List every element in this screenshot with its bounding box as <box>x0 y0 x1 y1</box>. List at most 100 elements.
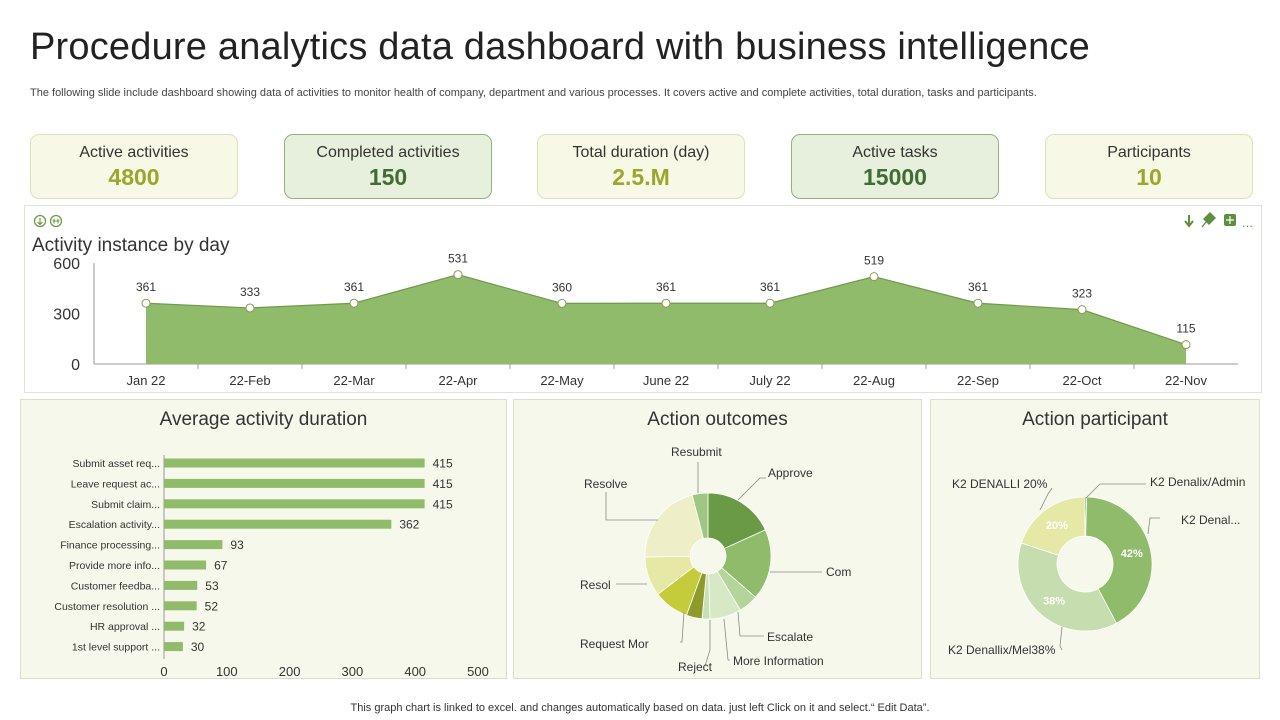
download-icon[interactable] <box>1184 215 1194 228</box>
kpi-value: 150 <box>368 164 408 190</box>
area-point[interactable] <box>869 272 879 282</box>
outcome-leader-line <box>737 477 766 501</box>
area-point[interactable] <box>141 298 151 308</box>
area-data-label: 519 <box>864 254 884 268</box>
area-data-label: 333 <box>240 285 260 299</box>
outcome-label: Escalate <box>767 630 813 644</box>
participant-chart-title: Action participant <box>1022 409 1168 430</box>
activity-chart-title: Activity instance by day <box>32 235 230 256</box>
more-icon: ... <box>1242 215 1253 230</box>
area-data-label: 323 <box>1072 287 1092 301</box>
kpi-label: Active activities <box>79 144 189 161</box>
drill-down-icon[interactable] <box>33 214 47 228</box>
page-subtitle: The following slide include dashboard sh… <box>30 87 1037 99</box>
duration-bar[interactable] <box>164 519 392 529</box>
bar-data-label: 415 <box>433 457 453 471</box>
kpi-card-total-duration: Total duration (day) 2.5.M <box>537 134 745 199</box>
duration-bar[interactable] <box>164 642 183 652</box>
kpi-label: Active tasks <box>852 144 938 161</box>
outcome-label: Resolve <box>584 477 628 491</box>
area-data-label: 361 <box>656 280 676 294</box>
participant-pct-label: 20% <box>1046 520 1068 532</box>
area-point[interactable] <box>765 298 775 308</box>
outcome-leader-line <box>704 620 711 667</box>
outcome-slice[interactable] <box>707 492 766 550</box>
bar-data-label: 67 <box>214 559 228 573</box>
duration-chart-title: Average activity duration <box>159 409 368 430</box>
kpi-card-active-activities: Active activities 4800 <box>30 134 238 199</box>
duration-bar[interactable] <box>164 560 207 570</box>
expand-all-icon[interactable] <box>49 214 63 228</box>
bar-category-label: Finance processing... <box>60 540 160 552</box>
outcome-label: Approve <box>768 466 813 480</box>
bar-category-label: Leave request ac... <box>71 478 160 490</box>
outcome-slice[interactable] <box>721 529 772 598</box>
bar-data-label: 53 <box>205 579 219 593</box>
duration-bar[interactable] <box>164 540 223 550</box>
y-tick-label: 600 <box>53 256 80 273</box>
area-point[interactable] <box>1181 340 1191 350</box>
participant-pct-label: 38% <box>1043 596 1065 608</box>
area-series-fill <box>146 274 1186 364</box>
bar-data-label: 362 <box>399 518 419 532</box>
area-point[interactable] <box>973 298 983 308</box>
outcome-label: Resol <box>580 578 611 592</box>
area-data-label: 360 <box>552 280 572 294</box>
outcome-slice[interactable] <box>644 494 704 558</box>
duration-bar[interactable] <box>164 499 425 509</box>
x-tick-label: 22-Aug <box>853 373 895 388</box>
area-point[interactable] <box>557 298 567 308</box>
x-tick-label: 22-Oct <box>1062 373 1101 388</box>
participant-chart-panel[interactable] <box>930 399 1260 679</box>
bar-category-label: Escalation activity... <box>69 519 160 531</box>
duration-bar[interactable] <box>164 580 198 590</box>
area-point[interactable] <box>349 298 359 308</box>
pin-icon[interactable] <box>1201 212 1216 228</box>
bar-x-tick-label: 100 <box>216 664 238 679</box>
bar-data-label: 52 <box>205 599 219 613</box>
duration-bar[interactable] <box>164 621 185 631</box>
area-data-label: 531 <box>448 252 468 266</box>
outcome-label: Request Mor <box>580 637 649 651</box>
participant-slice[interactable] <box>1085 496 1153 624</box>
bar-category-label: Customer resolution ... <box>54 601 160 613</box>
bar-x-tick-label: 400 <box>404 664 426 679</box>
bar-data-label: 415 <box>433 497 453 511</box>
participant-label: K2 DENALLI 20% <box>952 477 1048 491</box>
area-point[interactable] <box>661 298 671 308</box>
participant-leader-line <box>1039 487 1053 511</box>
area-point[interactable] <box>453 270 463 280</box>
bar-x-tick-label: 200 <box>279 664 301 679</box>
kpi-value: 2.5.M <box>612 164 670 190</box>
area-point[interactable] <box>245 303 255 313</box>
outcome-label: Reject <box>678 660 713 674</box>
page-title: Procedure analytics data dashboard with … <box>30 26 1090 68</box>
kpi-value: 15000 <box>863 164 927 190</box>
bar-category-label: Submit asset req... <box>72 458 160 470</box>
footer-note: This graph chart is linked to excel. and… <box>350 702 930 714</box>
kpi-card-completed-activities: Completed activities 150 <box>284 134 492 199</box>
bar-category-label: Submit claim... <box>91 499 160 511</box>
x-tick-label: June 22 <box>643 373 689 388</box>
duration-chart-panel[interactable] <box>20 399 507 679</box>
participant-label: K2 Denallix/Mel38% <box>948 643 1056 657</box>
kpi-value: 4800 <box>108 164 160 190</box>
expand-all-lines <box>52 218 60 224</box>
x-tick-label: July 22 <box>749 373 790 388</box>
duration-bar[interactable] <box>164 601 197 611</box>
y-tick-label: 300 <box>53 307 80 324</box>
kpi-card-participants: Participants 10 <box>1045 134 1253 199</box>
area-data-label: 361 <box>136 280 156 294</box>
duration-bar[interactable] <box>164 478 425 488</box>
duration-bar[interactable] <box>164 458 425 468</box>
bar-data-label: 32 <box>192 620 206 634</box>
participant-leader-line <box>1147 517 1160 535</box>
participant-slice[interactable] <box>1017 542 1117 632</box>
x-tick-label: Jan 22 <box>126 373 165 388</box>
area-point[interactable] <box>1077 305 1087 315</box>
bar-category-label: 1st level support ... <box>72 642 160 654</box>
outcome-leader-line <box>605 492 658 521</box>
outcome-slice[interactable] <box>691 492 709 540</box>
participant-slice[interactable] <box>1020 496 1086 556</box>
